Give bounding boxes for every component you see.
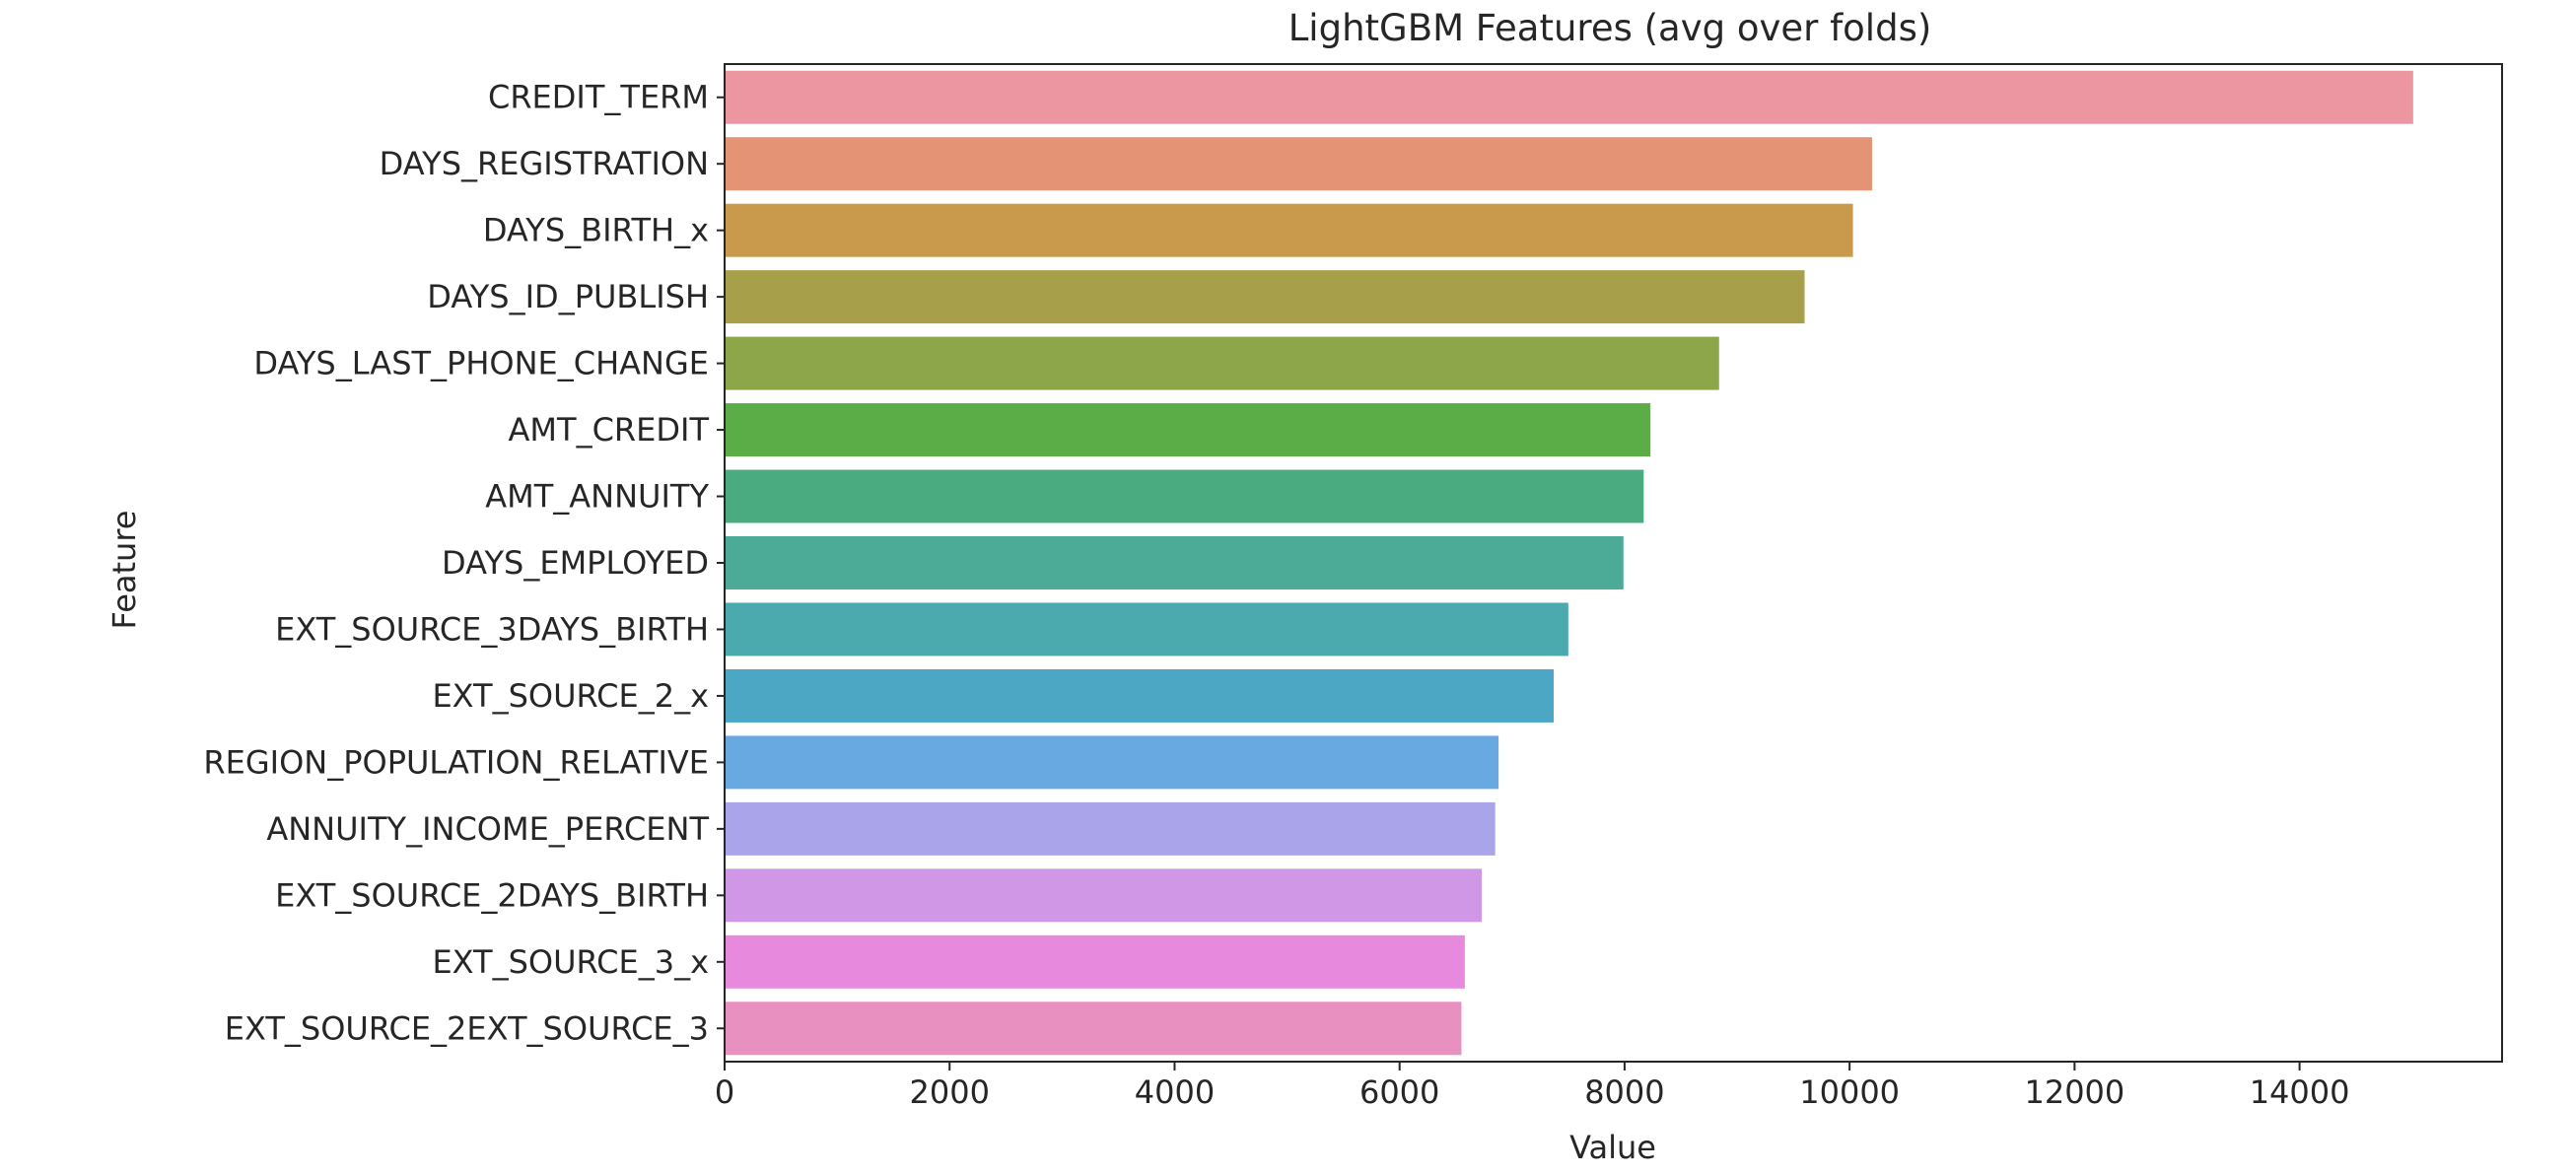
bar	[725, 203, 1853, 257]
bar	[725, 602, 1568, 657]
y-tick-label: ANNUITY_INCOME_PERCENT	[266, 810, 709, 848]
y-tick-label: DAYS_REGISTRATION	[380, 145, 709, 182]
y-tick-label: EXT_SOURCE_3_x	[432, 943, 709, 981]
x-tick-label: 8000	[1584, 1073, 1664, 1111]
x-tick-label: 14000	[2250, 1073, 2350, 1111]
bar	[725, 801, 1496, 856]
x-axis-title: Value	[1569, 1129, 1656, 1166]
bar	[725, 668, 1555, 723]
y-tick-label: EXT_SOURCE_2EXT_SOURCE_3	[225, 1009, 709, 1047]
bar	[725, 868, 1482, 923]
x-tick-label: 12000	[2024, 1073, 2124, 1111]
y-tick-label: DAYS_ID_PUBLISH	[427, 278, 709, 315]
bar	[725, 934, 1465, 989]
y-tick-label: REGION_POPULATION_RELATIVE	[203, 743, 709, 781]
y-tick-label: DAYS_LAST_PHONE_CHANGE	[253, 345, 709, 382]
bar	[725, 403, 1651, 457]
bar	[725, 1002, 1462, 1056]
x-tick-label: 0	[715, 1073, 734, 1111]
x-tick-label: 4000	[1135, 1073, 1215, 1111]
y-tick-label: DAYS_BIRTH_x	[483, 212, 709, 249]
bars-group	[725, 70, 2413, 1056]
y-tick-label: AMT_CREDIT	[509, 411, 710, 449]
y-tick-label: EXT_SOURCE_2_x	[432, 677, 709, 715]
y-axis-ticks: CREDIT_TERM DAYS_REGISTRATION DAYS_BIRTH_x…	[203, 79, 725, 1047]
y-tick-label: EXT_SOURCE_2DAYS_BIRTH	[275, 876, 709, 914]
bar	[725, 270, 1805, 324]
bar	[725, 735, 1499, 790]
x-tick-label: 6000	[1359, 1073, 1439, 1111]
y-tick-label: CREDIT_TERM	[488, 79, 709, 116]
y-axis-title: Feature	[105, 511, 143, 630]
plot-frame	[724, 63, 2503, 1063]
x-tick-label: 10000	[1799, 1073, 1900, 1111]
x-tick-label: 2000	[910, 1073, 990, 1111]
bar	[725, 137, 1872, 191]
y-tick-label: EXT_SOURCE_3DAYS_BIRTH	[275, 610, 709, 648]
bar	[725, 336, 1719, 390]
bar	[725, 536, 1624, 589]
y-tick-label: DAYS_EMPLOYED	[442, 544, 709, 582]
y-tick-label: AMT_ANNUITY	[485, 478, 709, 516]
chart-title: LightGBM Features (avg over folds)	[1288, 7, 1932, 49]
bar	[725, 469, 1644, 523]
x-axis-ticks: 0 2000 4000 6000 8000 10000 12000 14000	[715, 1062, 2350, 1111]
bar	[725, 70, 2413, 124]
